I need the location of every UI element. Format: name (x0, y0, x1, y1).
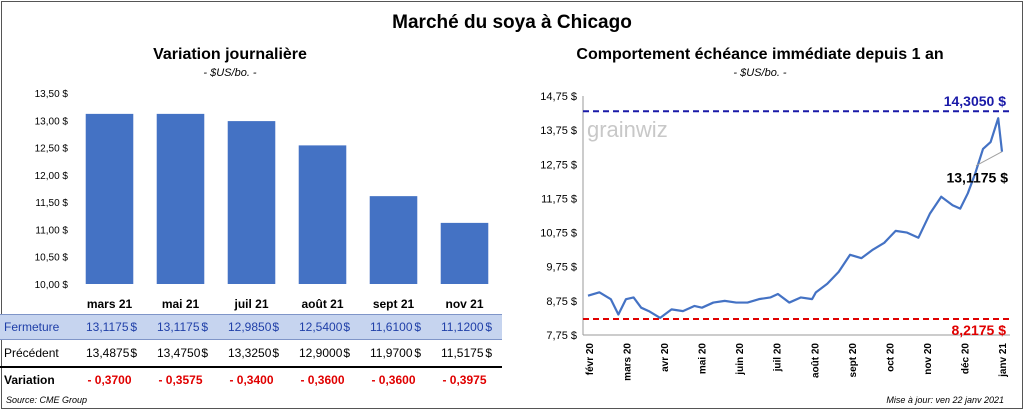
reference-line-label: 8,2175 $ (952, 322, 1007, 338)
x-tick-label: nov 20 (923, 343, 934, 375)
x-tick-label: févr 20 (585, 343, 596, 376)
table-cell: - 0,3975 (442, 373, 487, 387)
table-cell: - 0,3400 (229, 373, 274, 387)
bar (440, 222, 489, 284)
x-tick-label: mars 21 (87, 297, 133, 311)
y-tick-label: 13,50 $ (35, 89, 69, 100)
bar (227, 121, 276, 285)
left-chart-units: - $US/bo. - (203, 67, 257, 79)
table-cell: 13,1175 $ (157, 320, 208, 334)
y-tick-label: 13,00 $ (35, 116, 69, 127)
table-cell: 11,6100 $ (370, 320, 421, 334)
y-tick-label: 14,75 $ (540, 91, 577, 103)
table-row-close: Fermeture 13,1175 $ 13,1175 $ 12,9850 $ 12,… (0, 314, 502, 340)
x-tick-label: août 21 (301, 297, 343, 311)
y-tick-label: 12,00 $ (35, 171, 69, 182)
y-tick-label: 10,50 $ (35, 253, 69, 264)
x-tick-label: juil 21 (233, 297, 268, 311)
left-chart-title: Variation journalière (153, 46, 307, 63)
table-row-variation: Variation - 0,3700 - 0,3575 - 0,3400 - 0… (0, 366, 502, 392)
main-title: Marché du soya à Chicago (392, 12, 632, 33)
y-tick-label: 9,75 $ (546, 262, 577, 274)
bar (298, 145, 347, 284)
y-tick-label: 12,75 $ (540, 159, 577, 171)
bar (85, 113, 134, 285)
bar (369, 196, 418, 284)
x-tick-label: oct 20 (885, 343, 896, 372)
table-cell: 11,9700 $ (370, 346, 421, 360)
x-tick-label: mars 20 (623, 343, 634, 381)
y-tick-label: 10,00 $ (35, 280, 69, 291)
y-tick-label: 11,00 $ (35, 225, 68, 236)
y-tick-label: 13,75 $ (540, 125, 577, 137)
table-cell: 11,5175 $ (441, 346, 492, 360)
watermark-text: grainwiz (587, 117, 668, 142)
table-cell: - 0,3700 (87, 373, 132, 387)
update-note: Mise à jour: ven 22 janv 2021 (886, 395, 1004, 405)
x-tick-label: sept 21 (373, 297, 415, 311)
y-tick-label: 10,75 $ (540, 228, 577, 240)
last-value-leader (975, 151, 1003, 167)
table-cell: 13,3250 $ (228, 346, 279, 360)
y-tick-label: 11,75 $ (541, 193, 577, 205)
last-value-label: 13,1175 $ (946, 170, 1008, 186)
row-label: Fermeture (4, 320, 60, 334)
x-tick-label: juin 20 (735, 343, 746, 376)
table-cell: 11,1200 $ (441, 320, 492, 334)
x-tick-label: mai 20 (698, 343, 709, 375)
right-chart-units: - $US/bo. - (733, 67, 787, 79)
table-cell: 13,4875 $ (86, 346, 137, 360)
y-tick-label: 8,75 $ (546, 296, 577, 308)
x-tick-label: janv 21 (998, 343, 1009, 378)
y-tick-label: 11,50 $ (35, 198, 68, 209)
table-cell: 13,1175 $ (86, 320, 137, 334)
reference-line-label: 14,3050 $ (944, 93, 1006, 109)
table-cell: 12,9000 $ (299, 346, 350, 360)
table-cell: - 0,3600 (300, 373, 345, 387)
row-label: Précédent (4, 346, 59, 360)
x-tick-label: juil 20 (773, 343, 784, 373)
x-tick-label: sept 20 (848, 343, 859, 378)
x-tick-label: déc 20 (960, 343, 971, 375)
table-cell: - 0,3575 (158, 373, 203, 387)
table-row-previous: Précédent 13,4875 $ 13,4750 $ 13,3250 $ 12,… (0, 340, 502, 366)
x-tick-label: août 20 (810, 343, 821, 378)
x-tick-label: avr 20 (660, 343, 671, 372)
source-note: Source: CME Group (6, 395, 88, 405)
price-line (587, 117, 1004, 320)
table-cell: 12,5400 $ (299, 320, 350, 334)
bar (156, 113, 205, 285)
right-chart-title: Comportement échéance immédiate depuis 1… (576, 46, 944, 63)
table-cell: - 0,3600 (371, 373, 416, 387)
row-label: Variation (4, 373, 55, 387)
x-tick-label: nov 21 (445, 297, 483, 311)
table-cell: 13,4750 $ (157, 346, 208, 360)
x-tick-label: mai 21 (162, 297, 200, 311)
y-tick-label: 7,75 $ (546, 330, 577, 342)
table-cell: 12,9850 $ (228, 320, 279, 334)
y-tick-label: 12,50 $ (35, 144, 69, 155)
